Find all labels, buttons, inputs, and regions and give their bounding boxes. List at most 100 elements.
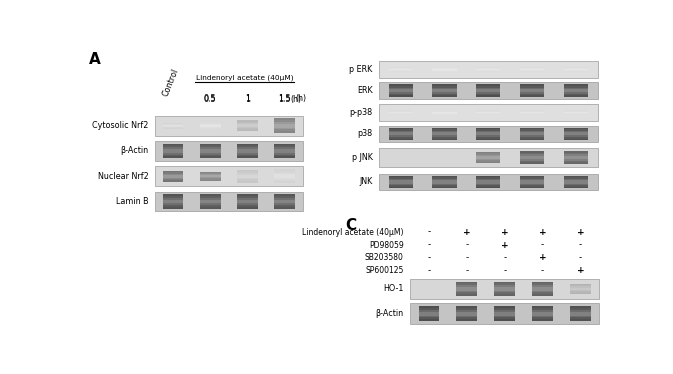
Bar: [200, 196, 221, 198]
Bar: [456, 294, 477, 296]
Bar: [532, 318, 553, 319]
Bar: [564, 92, 588, 94]
Bar: [237, 205, 258, 207]
Bar: [564, 67, 588, 68]
Bar: [237, 202, 258, 203]
Bar: [476, 92, 501, 94]
Bar: [163, 198, 183, 200]
Bar: [275, 174, 295, 176]
Bar: [163, 156, 183, 158]
Bar: [275, 198, 295, 200]
Bar: [433, 91, 456, 92]
Bar: [495, 319, 516, 321]
Bar: [570, 319, 591, 321]
Bar: [570, 288, 591, 289]
Bar: [495, 291, 516, 292]
Bar: [237, 200, 258, 202]
Bar: [389, 111, 413, 112]
Bar: [456, 306, 477, 308]
Bar: [163, 126, 183, 127]
Bar: [532, 287, 553, 289]
Bar: [433, 134, 456, 135]
Bar: [564, 88, 588, 89]
Bar: [389, 129, 413, 131]
Bar: [275, 202, 295, 203]
Bar: [433, 69, 456, 70]
Bar: [200, 174, 221, 175]
Bar: [433, 71, 456, 72]
Bar: [476, 176, 501, 177]
Bar: [532, 310, 553, 312]
Text: -: -: [465, 240, 468, 249]
Bar: [520, 135, 544, 137]
Bar: [520, 113, 544, 114]
Bar: [389, 134, 413, 135]
Bar: [275, 124, 295, 126]
Bar: [564, 153, 588, 154]
Bar: [476, 71, 501, 72]
Bar: [570, 310, 591, 312]
Bar: [200, 180, 221, 181]
Text: -: -: [503, 266, 506, 275]
Text: A: A: [90, 52, 101, 67]
Bar: [200, 194, 221, 196]
Text: SB203580: SB203580: [365, 254, 404, 263]
Bar: [476, 134, 501, 135]
Bar: [163, 179, 183, 180]
Bar: [520, 184, 544, 185]
Bar: [564, 159, 588, 161]
Bar: [476, 156, 501, 157]
Bar: [476, 153, 501, 155]
Bar: [495, 316, 516, 318]
Bar: [456, 313, 477, 316]
Bar: [564, 71, 588, 72]
Bar: [163, 205, 183, 207]
Bar: [520, 67, 544, 68]
Bar: [456, 318, 477, 319]
Bar: [520, 114, 544, 115]
Bar: [379, 82, 598, 99]
Bar: [476, 68, 501, 69]
Bar: [163, 172, 183, 174]
Bar: [433, 67, 456, 68]
Bar: [419, 316, 439, 318]
Text: +: +: [577, 227, 584, 237]
Bar: [419, 318, 439, 319]
Bar: [275, 203, 295, 205]
Bar: [389, 128, 413, 129]
Bar: [433, 86, 456, 88]
Bar: [532, 289, 553, 291]
Bar: [433, 111, 456, 112]
Bar: [476, 137, 501, 138]
Bar: [275, 147, 295, 149]
Text: -: -: [503, 254, 506, 263]
Text: Lindenoryl acetate (40μM): Lindenoryl acetate (40μM): [196, 74, 293, 81]
Text: p38: p38: [357, 129, 373, 138]
Text: C: C: [345, 218, 356, 233]
Bar: [564, 154, 588, 156]
Bar: [200, 205, 221, 207]
Bar: [532, 308, 553, 310]
Bar: [520, 111, 544, 112]
Bar: [532, 285, 553, 287]
Bar: [476, 91, 501, 92]
Bar: [379, 126, 598, 142]
Bar: [570, 308, 591, 310]
Text: 1.5: 1.5: [279, 94, 291, 104]
Bar: [570, 289, 591, 290]
Bar: [389, 70, 413, 71]
Bar: [476, 131, 501, 132]
Bar: [520, 137, 544, 138]
Bar: [456, 285, 477, 287]
Bar: [564, 131, 588, 132]
Bar: [520, 95, 544, 97]
Bar: [237, 173, 258, 175]
Bar: [564, 137, 588, 138]
Bar: [564, 86, 588, 88]
Bar: [237, 194, 258, 196]
Bar: [200, 198, 221, 200]
Bar: [389, 69, 413, 70]
Bar: [433, 94, 456, 95]
Bar: [275, 200, 295, 202]
Bar: [495, 306, 516, 308]
